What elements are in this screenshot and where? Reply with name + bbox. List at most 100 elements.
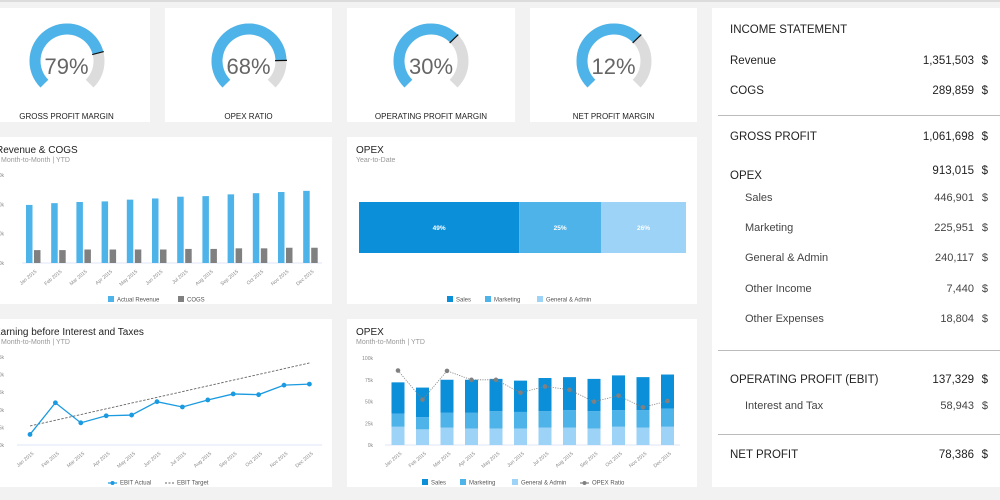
card-title: Earning before Interest and Taxes xyxy=(0,327,144,338)
x-tick-label: Feb 2015 xyxy=(41,451,61,469)
gauge-value: 79% xyxy=(44,54,89,79)
y-tick-label: 50k xyxy=(0,232,4,238)
marketing-bar xyxy=(587,411,601,429)
gauge-value: 68% xyxy=(226,54,271,79)
x-tick-label: Mar 2015 xyxy=(69,269,89,287)
legend-label: EBIT Target xyxy=(177,481,209,487)
y-tick-label: 50k xyxy=(365,400,374,406)
general-admin-bar xyxy=(587,428,601,445)
x-tick-label: Jul 2015 xyxy=(171,269,190,286)
divider xyxy=(718,115,1000,116)
y-tick-label: 15k xyxy=(0,390,4,396)
income-row-label: Revenue xyxy=(730,55,777,67)
sales-bar xyxy=(563,377,576,411)
income-row: Interest and Tax 58,943 $ xyxy=(730,400,1000,414)
ebit-point xyxy=(78,420,84,426)
legend-swatch xyxy=(108,296,114,302)
x-tick-label: Dec 2015 xyxy=(295,269,315,287)
legend-label: EBIT Actual xyxy=(120,481,151,487)
gauge-card-net-profit-margin: 12% NET PROFIT MARGIN xyxy=(530,8,697,122)
income-row-label: Other Expenses xyxy=(745,313,824,325)
income-row: OPEX 913,015 $ xyxy=(730,165,1000,182)
income-row-value: 1,061,698 xyxy=(922,131,974,143)
cogs-bar xyxy=(134,249,142,263)
income-row-label: GROSS PROFIT xyxy=(730,131,817,143)
income-row-value: 240,117 xyxy=(935,252,974,264)
legend-label: Marketing xyxy=(469,481,495,487)
x-tick-label: Jan 2015 xyxy=(16,451,36,469)
cogs-bar xyxy=(59,250,66,263)
legend-label: COGS xyxy=(187,298,205,304)
gauge-card-operating-profit-margin: 30% OPERATING PROFIT MARGIN xyxy=(347,8,515,122)
currency-symbol: $ xyxy=(981,449,988,461)
y-tick-label: 0k xyxy=(0,443,4,449)
gauge-fill xyxy=(576,23,641,88)
y-tick-label: 10k xyxy=(0,408,4,414)
general-admin-bar xyxy=(391,426,405,445)
x-tick-label: Sep 2015 xyxy=(579,451,599,469)
ebit-point xyxy=(256,392,261,398)
general-admin-bar xyxy=(612,426,625,445)
marketing-bar xyxy=(612,410,625,427)
x-tick-label: Aug 2015 xyxy=(193,451,213,469)
y-tick-label: 0k xyxy=(0,261,4,267)
legend-swatch xyxy=(537,296,543,302)
ebit-actual-line xyxy=(29,383,310,435)
x-tick-label: Jul 2015 xyxy=(169,451,188,468)
divider xyxy=(718,434,1000,435)
x-tick-label: Aug 2015 xyxy=(194,269,214,287)
sales-bar xyxy=(636,377,650,411)
x-tick-label: Sep 2015 xyxy=(218,451,238,469)
income-row: OPERATING PROFIT (EBIT) 137,329 $ xyxy=(730,374,1000,388)
card-subtitle: Month-to-Month | YTD xyxy=(1,157,70,164)
gauge-fill xyxy=(29,23,104,88)
opex-ratio-point xyxy=(640,405,646,410)
y-tick-label: 75k xyxy=(365,378,374,384)
gauge-card-opex-ratio: 68% OPEX RATIO xyxy=(165,8,332,122)
general-admin-bar xyxy=(538,427,552,445)
revenue-bar xyxy=(202,196,209,263)
income-row: Sales 446,901 $ xyxy=(730,192,1000,206)
segment-label: 25% xyxy=(554,225,567,232)
x-tick-label: Nov 2015 xyxy=(270,269,290,287)
cogs-bar xyxy=(185,248,192,263)
opex-ratio-point xyxy=(395,368,401,373)
income-row-label: Marketing xyxy=(745,222,794,234)
legend-swatch xyxy=(460,479,466,485)
sales-bar xyxy=(416,387,429,418)
marketing-bar xyxy=(416,417,429,430)
cogs-bar xyxy=(311,247,318,263)
currency-symbol: $ xyxy=(981,313,988,325)
opex-ratio-point xyxy=(591,399,597,404)
revenue-bar xyxy=(227,194,235,263)
x-tick-label: Oct 2015 xyxy=(246,269,266,287)
x-tick-label: Apr 2015 xyxy=(457,451,477,469)
gauge-label: NET PROFIT MARGIN xyxy=(572,112,655,121)
gauge-label: GROSS PROFIT MARGIN xyxy=(19,112,114,121)
opex-ratio-point xyxy=(518,390,523,396)
x-tick-label: May 2015 xyxy=(118,269,139,288)
income-row: COGS 289,859 $ xyxy=(730,85,1000,99)
gauge-value: 12% xyxy=(591,54,636,79)
x-tick-label: Jan 2015 xyxy=(19,269,39,287)
x-tick-label: Jul 2015 xyxy=(532,451,551,468)
income-row-value: 289,859 xyxy=(932,85,974,97)
sales-bar xyxy=(587,378,601,412)
sales-bar xyxy=(514,380,527,412)
income-row-value: 913,015 xyxy=(932,165,974,177)
ebit-point xyxy=(103,413,109,419)
ebit-point xyxy=(27,432,33,437)
marketing-bar xyxy=(465,412,478,429)
y-tick-label: 150k xyxy=(0,173,4,179)
income-row-value: 78,386 xyxy=(938,449,974,461)
opex-ratio-point xyxy=(444,368,450,374)
income-row-label: NET PROFIT xyxy=(730,449,799,461)
cogs-bar xyxy=(84,249,91,263)
cogs-bar xyxy=(160,249,167,263)
y-tick-label: 100k xyxy=(362,356,373,362)
revenue-bar xyxy=(26,204,33,263)
card-title: Revenue & COGS xyxy=(0,145,78,156)
income-row-value: 18,804 xyxy=(940,313,974,325)
legend-swatch xyxy=(178,296,184,302)
gauge-label: OPEX RATIO xyxy=(224,112,273,121)
